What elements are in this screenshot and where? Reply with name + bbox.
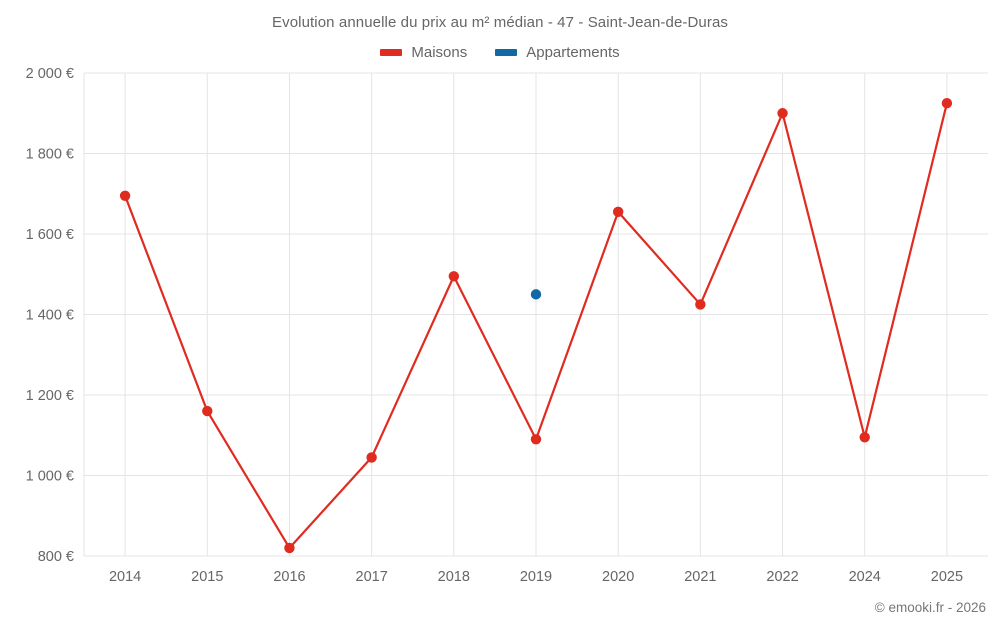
y-axis-tick-label: 1 000 € bbox=[26, 469, 74, 485]
legend-item-maisons[interactable]: Maisons bbox=[380, 44, 467, 61]
data-point[interactable] bbox=[530, 434, 542, 445]
data-point[interactable] bbox=[202, 405, 213, 417]
chart-title: Evolution annuelle du prix au m² médian … bbox=[272, 14, 728, 31]
data-point[interactable] bbox=[859, 432, 870, 443]
series-maisons bbox=[119, 97, 953, 554]
data-point[interactable] bbox=[941, 97, 953, 109]
data-point[interactable] bbox=[695, 299, 706, 310]
legend-swatch-maisons bbox=[380, 49, 403, 56]
chart-legend: Maisons Appartements bbox=[0, 44, 1000, 61]
data-point[interactable] bbox=[777, 108, 788, 119]
x-axis-tick-label: 2025 bbox=[931, 569, 963, 585]
y-axis-tick-label: 800 € bbox=[38, 549, 74, 565]
grid-lines bbox=[84, 72, 988, 557]
x-axis-tick-label: 2020 bbox=[602, 569, 634, 585]
legend-item-appartements[interactable]: Appartements bbox=[495, 44, 620, 61]
x-axis-tick-label: 2017 bbox=[356, 569, 388, 585]
data-point[interactable] bbox=[284, 542, 295, 554]
legend-label-appartements: Appartements bbox=[526, 44, 620, 61]
x-axis-tick-label: 2019 bbox=[520, 569, 552, 585]
copyright-credit: © emooki.fr - 2026 bbox=[874, 600, 986, 615]
data-point[interactable] bbox=[612, 206, 624, 218]
legend-swatch-appartements bbox=[495, 49, 518, 56]
legend-label-maisons: Maisons bbox=[411, 44, 468, 61]
data-point[interactable] bbox=[366, 452, 377, 463]
x-axis-tick-label: 2022 bbox=[766, 569, 798, 585]
x-axis-tick-label: 2024 bbox=[849, 569, 881, 585]
y-axis-tick-label: 1 800 € bbox=[26, 147, 74, 163]
series-appartements bbox=[530, 289, 542, 300]
y-axis-tick-label: 1 200 € bbox=[26, 388, 74, 404]
data-point[interactable] bbox=[119, 190, 131, 201]
data-point[interactable] bbox=[448, 271, 460, 282]
x-axis-tick-label: 2014 bbox=[109, 569, 141, 585]
y-axis-tick-label: 1 400 € bbox=[26, 308, 74, 324]
x-axis-tick-label: 2016 bbox=[273, 569, 305, 585]
x-axis-tick-label: 2018 bbox=[438, 569, 470, 585]
x-axis-tick-label: 2021 bbox=[684, 569, 716, 585]
data-point[interactable] bbox=[530, 289, 542, 300]
y-axis-tick-label: 2 000 € bbox=[26, 66, 74, 82]
y-axis-tick-label: 1 600 € bbox=[26, 227, 74, 243]
x-axis-tick-label: 2015 bbox=[191, 569, 223, 585]
